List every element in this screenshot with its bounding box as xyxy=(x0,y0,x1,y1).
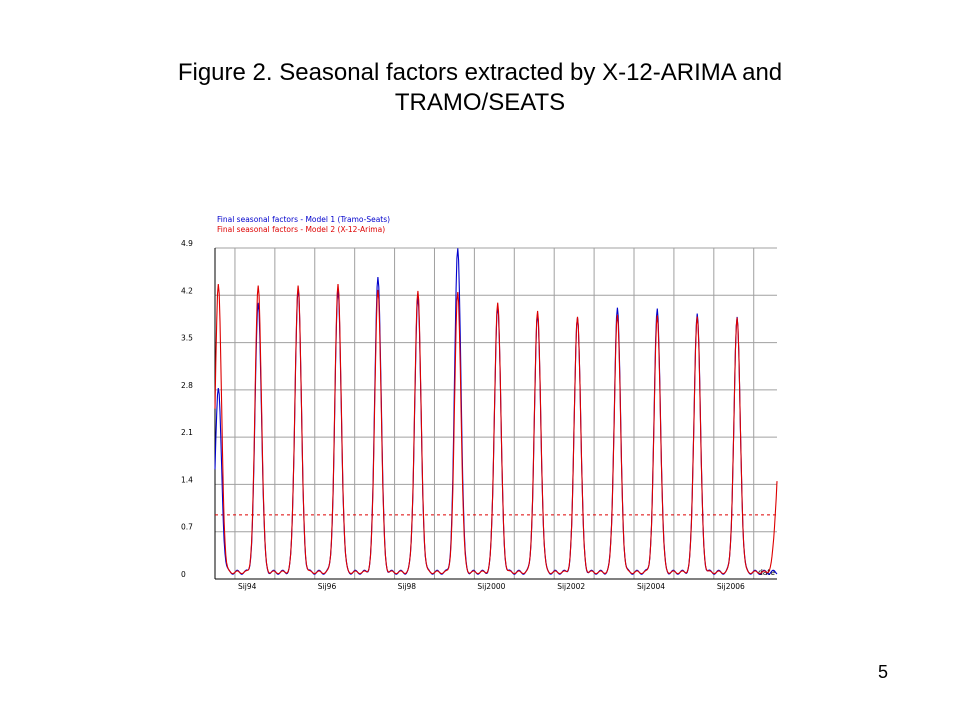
y-tick-label: 2.1 xyxy=(181,428,193,437)
chart-svg: Final seasonal factors - Model 1 (Tramo-… xyxy=(181,215,778,591)
x-tick-label: Sij2002 xyxy=(557,582,585,591)
y-tick-label: 0.7 xyxy=(181,523,193,532)
x-tick-label: Sij2000 xyxy=(477,582,505,591)
y-tick-label: 0 xyxy=(181,570,186,579)
x-tick-label: Sij98 xyxy=(398,582,417,591)
series-line-x12-arima xyxy=(214,283,778,575)
x-tick-label: Sij2004 xyxy=(637,582,665,591)
y-tick-label: 4.2 xyxy=(181,286,193,295)
page-number: 5 xyxy=(877,662,888,682)
slide-title: Figure 2. Seasonal factors extracted by … xyxy=(0,58,960,118)
x-tick-label: Sij94 xyxy=(238,582,257,591)
seasonal-factors-chart: Final seasonal factors - Model 1 (Tramo-… xyxy=(160,200,800,610)
legend-entry: Final seasonal factors - Model 1 (Tramo-… xyxy=(217,215,390,224)
y-tick-label: 2.8 xyxy=(181,381,193,390)
legend-entry: Final seasonal factors - Model 2 (X-12-A… xyxy=(217,225,385,234)
y-tick-label: 3.5 xyxy=(181,334,193,343)
x-tick-label: Sij96 xyxy=(318,582,337,591)
slide-title-line2: TRAMO/SEATS xyxy=(394,89,566,116)
x-tick-label: Sij2006 xyxy=(717,582,745,591)
y-tick-label: 1.4 xyxy=(181,475,193,484)
y-tick-label: 4.9 xyxy=(181,239,193,248)
slide-title-line1: Figure 2. Seasonal factors extracted by … xyxy=(177,59,783,86)
